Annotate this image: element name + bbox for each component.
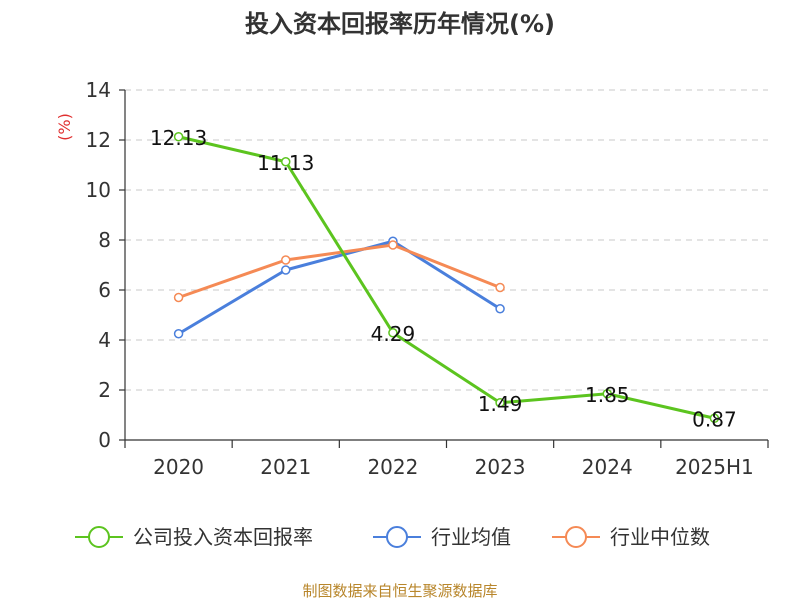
legend-marker-icon: [88, 526, 110, 548]
data-label: 1.49: [478, 392, 523, 416]
gridlines: [125, 89, 768, 391]
data-point: [495, 398, 505, 408]
y-tick-label: 10: [86, 178, 111, 202]
y-tick-label: 0: [98, 428, 111, 452]
data-point: [495, 282, 505, 293]
x-tick-label: 2024: [582, 455, 633, 479]
x-tick-label: 2021: [260, 455, 311, 479]
axes: 0 2 4 6 8 10 12 14 2020 2021 2022 2023 2024 2025H1: [86, 78, 769, 479]
series-line: [178, 243, 501, 299]
data-point: [709, 413, 720, 423]
series-lines: [173, 132, 720, 423]
legend-marker-icon: [565, 526, 587, 548]
source-note: 制图数据来自恒生聚源数据库: [302, 582, 497, 600]
data-point: [173, 132, 184, 142]
data-point: [281, 157, 291, 167]
data-label: 12.13: [150, 126, 207, 150]
y-tick-label: 14: [86, 78, 111, 102]
data-point: [173, 292, 184, 303]
data-point: [388, 240, 398, 250]
legend-label: 公司投入资本回报率: [133, 525, 313, 549]
data-label: 1.85: [585, 383, 630, 407]
data-point: [281, 255, 291, 265]
data-labels: 12.13 11.13 4.29 1.49 1.85 0.87: [150, 126, 737, 432]
legend[interactable]: 公司投入资本回报率 行业均值 行业中位数: [75, 525, 710, 549]
x-tick-label: 2020: [153, 455, 204, 479]
chart-title: 投入资本回报率历年情况(%): [245, 10, 555, 38]
y-tick-label: 8: [98, 228, 111, 252]
data-label: 11.13: [257, 151, 314, 175]
y-axis-label: (%): [55, 113, 74, 141]
series-line: [178, 135, 715, 420]
legend-label: 行业中位数: [610, 525, 710, 549]
data-point: [388, 328, 398, 338]
y-tick-label: 2: [98, 378, 111, 402]
data-point: [281, 265, 291, 275]
legend-marker-icon: [386, 526, 408, 548]
x-tick-label: 2025H1: [675, 455, 754, 479]
data-point: [602, 389, 612, 399]
x-tick-label: 2023: [475, 455, 526, 479]
data-label: 4.29: [371, 322, 416, 346]
x-tick-label: 2022: [367, 455, 418, 479]
y-tick-label: 4: [98, 328, 111, 352]
series-line: [177, 239, 501, 336]
data-point: [173, 329, 184, 339]
y-tick-label: 12: [86, 128, 111, 152]
data-label: 0.87: [692, 407, 737, 431]
data-point: [495, 304, 505, 314]
y-tick-label: 6: [98, 278, 111, 302]
legend-label: 行业均值: [431, 525, 511, 549]
